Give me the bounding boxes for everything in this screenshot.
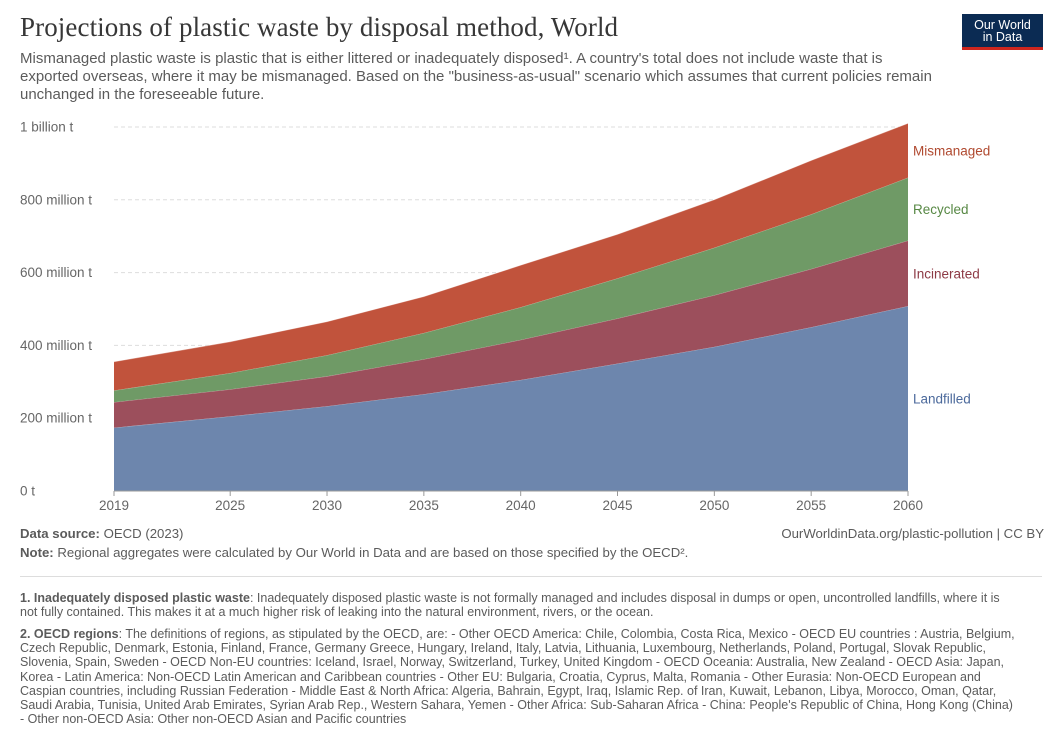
area-landfilled[interactable] xyxy=(114,306,908,491)
x-tick-label: 2055 xyxy=(796,498,826,513)
note-text: Regional aggregates were calculated by O… xyxy=(57,545,689,560)
area-recycled[interactable] xyxy=(114,177,908,403)
y-tick-label: 800 million t xyxy=(20,192,92,207)
x-tick-label: 2050 xyxy=(699,498,729,513)
series-label-recycled[interactable]: Recycled xyxy=(913,202,969,217)
x-tick-label: 2060 xyxy=(893,498,923,513)
owid-logo[interactable]: Our World in Data xyxy=(962,14,1043,50)
axes: 0 t 200 million t 400 million t 600 million… xyxy=(20,120,923,514)
data-source-value[interactable]: OECD (2023) xyxy=(103,526,184,541)
source-url[interactable]: OurWorldinData.org/plastic-pollution | C… xyxy=(781,526,1044,541)
stacked-area-chart[interactable]: 0 t 200 million t 400 million t 600 million… xyxy=(0,0,1063,520)
y-tick-label: 0 t xyxy=(20,484,35,499)
footnote-2-label: 2. OECD regions xyxy=(20,627,119,641)
footnote-2-text: : The definitions of regions, as stipula… xyxy=(20,627,1015,727)
footnote-1-label: 1. Inadequately disposed plastic waste xyxy=(20,591,250,605)
x-tick-label: 2035 xyxy=(409,498,439,513)
y-tick-label: 400 million t xyxy=(20,338,92,353)
footnote-2: 2. OECD regions: The definitions of regi… xyxy=(20,627,1020,726)
series-labels: Landfilled Incinerated Recycled Mismanaged xyxy=(913,143,990,406)
chart-title: Projections of plastic waste by disposal… xyxy=(20,12,619,42)
logo-line-1: Our World xyxy=(974,18,1031,32)
x-tick-label: 2040 xyxy=(506,498,536,513)
footer-divider xyxy=(20,576,1042,577)
x-tick-label: 2045 xyxy=(602,498,632,513)
x-tick-label: 2030 xyxy=(312,498,342,513)
note-label: Note: xyxy=(20,545,54,560)
footnote-1-text: : Inadequately disposed plastic waste is… xyxy=(20,591,1000,620)
y-tick-label: 200 million t xyxy=(20,411,92,426)
chart-note: Note: Regional aggregates were calculate… xyxy=(20,545,688,560)
x-tick-label: 2025 xyxy=(215,498,245,513)
y-tick-label: 1 billion t xyxy=(20,120,74,135)
areas xyxy=(113,123,909,491)
series-label-incinerated[interactable]: Incinerated xyxy=(913,266,980,281)
series-label-landfilled[interactable]: Landfilled xyxy=(913,392,971,407)
area-incinerated[interactable] xyxy=(114,240,908,428)
data-source-label: Data source: xyxy=(20,526,100,541)
area-mismanaged[interactable] xyxy=(114,123,908,391)
data-source: Data source: OECD (2023) xyxy=(20,526,183,541)
area-edge-mismanaged xyxy=(113,123,909,363)
footnote-1: 1. Inadequately disposed plastic waste: … xyxy=(20,591,1020,619)
x-tick-label: 2019 xyxy=(99,498,129,513)
logo-line-2: in Data xyxy=(982,30,1023,44)
y-tick-label: 600 million t xyxy=(20,265,92,280)
series-label-mismanaged[interactable]: Mismanaged xyxy=(913,143,990,158)
chart-subtitle: Mismanaged plastic waste is plastic that… xyxy=(20,50,932,103)
